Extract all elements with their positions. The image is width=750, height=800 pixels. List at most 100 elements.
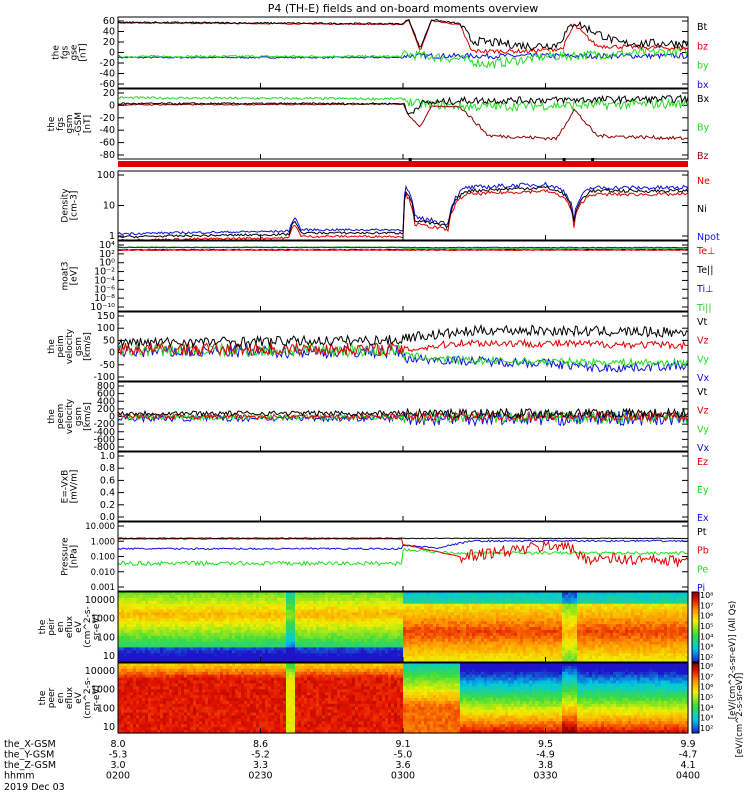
heat-cell xyxy=(412,635,416,640)
heat-cell xyxy=(274,606,278,611)
heat-cell xyxy=(601,624,605,628)
heat-cell xyxy=(529,656,533,660)
heat-cell xyxy=(637,635,641,640)
heat-cell xyxy=(199,653,203,657)
heat-cell xyxy=(262,621,266,625)
heat-cell xyxy=(403,618,407,622)
heat-cell xyxy=(178,644,182,648)
heat-cell xyxy=(172,653,176,657)
heat-cell xyxy=(232,656,236,660)
heat-cell xyxy=(295,656,299,660)
heat-cell xyxy=(499,627,503,631)
heat-cell xyxy=(373,603,377,608)
heat-cell xyxy=(589,632,593,637)
heat-cell xyxy=(517,597,521,602)
heat-cell xyxy=(160,641,164,646)
heat-cell xyxy=(265,647,269,651)
heat-cell xyxy=(445,606,449,611)
heat-cell xyxy=(193,641,197,646)
heat-cell xyxy=(667,659,671,663)
heat-cell xyxy=(607,641,611,646)
heat-cell xyxy=(196,635,200,640)
heat-cell xyxy=(319,621,323,625)
heat-cell xyxy=(292,621,296,625)
heat-cell xyxy=(646,629,650,634)
heat-cell xyxy=(337,647,341,651)
heat-cell xyxy=(301,641,305,646)
heat-cell xyxy=(520,635,524,640)
heat-cell xyxy=(433,592,437,596)
heat-cell xyxy=(661,650,665,654)
heat-cell xyxy=(679,627,683,631)
heat-cell xyxy=(394,647,398,651)
heat-cell xyxy=(130,698,134,702)
heat-cell xyxy=(121,627,125,631)
heat-cell xyxy=(583,624,587,628)
heat-cell xyxy=(262,629,266,634)
heat-cell xyxy=(424,659,428,663)
heat-cell xyxy=(130,650,134,654)
heat-cell xyxy=(175,629,179,634)
heat-cell xyxy=(373,606,377,611)
heat-cell xyxy=(649,594,653,599)
heat-cell xyxy=(403,594,407,599)
heat-cell xyxy=(535,627,539,631)
heat-cell xyxy=(448,612,452,616)
heat-cell xyxy=(520,659,524,663)
heat-cell xyxy=(361,624,365,628)
heat-cell xyxy=(142,594,146,599)
heat-cell xyxy=(631,624,635,628)
heat-cell xyxy=(145,653,149,657)
heat-cell xyxy=(643,650,647,654)
heat-cell xyxy=(241,627,245,631)
heat-cell xyxy=(373,653,377,657)
heat-cell xyxy=(541,650,545,654)
heat-cell xyxy=(142,606,146,611)
heat-cell xyxy=(685,659,689,663)
heat-cell xyxy=(157,618,161,622)
heat-cell xyxy=(481,597,485,602)
heat-cell xyxy=(535,592,539,596)
heat-cell xyxy=(583,629,587,634)
heat-cell xyxy=(424,618,428,622)
heat-cell xyxy=(232,621,236,625)
heat-cell xyxy=(631,656,635,660)
heat-cell xyxy=(430,638,434,643)
heat-cell xyxy=(619,615,623,619)
heat-cell xyxy=(316,606,320,611)
heat-cell xyxy=(616,647,620,651)
heat-cell xyxy=(661,600,665,605)
heat-cell xyxy=(118,683,122,687)
heat-cell xyxy=(649,635,653,640)
heat-cell xyxy=(427,600,431,605)
heat-cell xyxy=(604,615,608,619)
heat-cell xyxy=(454,627,458,631)
heat-cell xyxy=(280,615,284,619)
heat-cell xyxy=(538,592,542,596)
heat-cell xyxy=(361,635,365,640)
heat-cell xyxy=(436,647,440,651)
heat-cell xyxy=(610,594,614,599)
heat-cell xyxy=(145,612,149,616)
heat-cell xyxy=(517,627,521,631)
heat-cell xyxy=(127,665,131,670)
heat-cell xyxy=(532,592,536,596)
heat-cell xyxy=(127,706,131,711)
ytick-label: -800 xyxy=(93,442,115,453)
heat-cell xyxy=(253,618,257,622)
heat-cell xyxy=(418,653,422,657)
heat-cell xyxy=(151,600,155,605)
ytick-label: 800 xyxy=(97,381,115,392)
ylabel: fgs xyxy=(61,45,71,59)
heat-cell xyxy=(547,659,551,663)
heat-cell xyxy=(511,641,515,646)
heat-cell xyxy=(235,615,239,619)
heat-cell xyxy=(346,653,350,657)
heat-cell xyxy=(457,656,461,660)
heat-cell xyxy=(205,627,209,631)
heat-cell xyxy=(364,632,368,637)
heat-cell xyxy=(625,659,629,663)
heat-cell xyxy=(577,632,581,637)
heat-cell xyxy=(370,618,374,622)
heat-cell xyxy=(331,600,335,605)
